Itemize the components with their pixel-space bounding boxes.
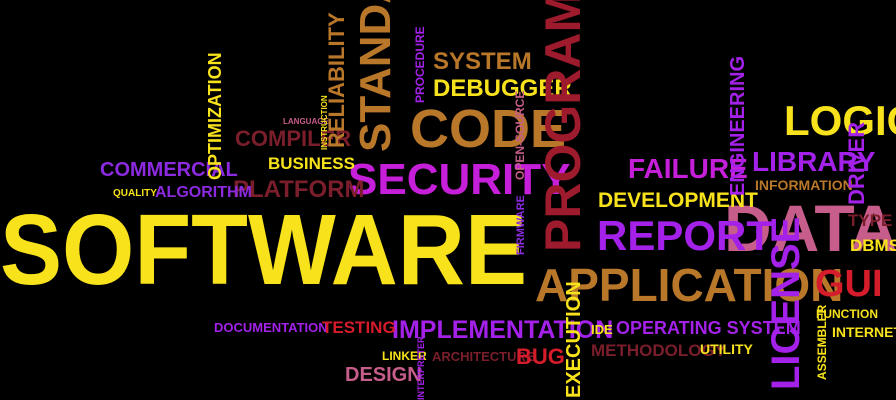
word-ide: IDE (591, 322, 613, 337)
word-procedure: PROCEDURE (413, 26, 427, 103)
word-firmware: FIRMWARE (515, 195, 527, 255)
word-system: SYSTEM (433, 48, 532, 75)
word-library: LIBRARY (752, 146, 876, 177)
word-assembler: ASSEMBLER (815, 304, 829, 380)
word-quality: QUALITY (113, 188, 157, 199)
word-documentation: DOCUMENTATION (214, 320, 328, 335)
word-optimization: OPTIMIZATION (205, 52, 225, 180)
word-design: DESIGN (345, 364, 422, 386)
word-development: DEVELOPMENT (598, 189, 758, 212)
word-logic: LOGIC (784, 97, 896, 144)
word-algorithm: ALGORITHM (155, 184, 252, 201)
word-interpreter: INTERPRETER (416, 336, 426, 400)
word-license: LICENSE (764, 216, 808, 390)
word-security: SECURITY (348, 155, 571, 204)
word-type: TYPE (848, 211, 893, 230)
word-program: PROGRAM (535, 0, 591, 252)
word-software: SOFTWARE (0, 194, 527, 306)
word-function: FUNCTION (816, 307, 878, 321)
word-code: CODE (410, 99, 567, 159)
word-internet: INTERNET (832, 324, 896, 340)
word-compiler: COMPILER (235, 126, 352, 151)
word-implementation: IMPLEMENTATION (392, 316, 614, 344)
word-engineering: ENGINEERING (727, 55, 749, 196)
word-open-source: OPEN-SOURCE (513, 90, 527, 180)
word-dbms: DBMS (850, 236, 896, 255)
word-platform: PLATFORM (233, 176, 365, 203)
word-operating-system: OPERATING SYSTEM (616, 318, 801, 338)
word-execution: EXECUTION (563, 281, 585, 398)
word-driver: DRIVER (844, 121, 869, 205)
word-testing: TESTING (322, 318, 396, 337)
word-utility: UTILITY (700, 341, 753, 357)
word-gui: GUI (815, 263, 883, 305)
word-bug: BUG (516, 344, 565, 369)
word-commercial: COMMERCIAL (100, 159, 238, 181)
word-reliability: RELIABILITY (324, 12, 349, 148)
word-debugger: DEBUGGER (433, 75, 572, 102)
word-application: APPLICATION (535, 259, 844, 311)
word-methodology: METHODOLOGY (591, 341, 727, 360)
word-failure: FAILURE (628, 153, 748, 184)
word-architecture: ARCHITECTURE (432, 349, 535, 364)
word-language: LANGUAGE (283, 117, 329, 126)
word-information: INFORMATION (755, 177, 853, 193)
word-linker: LINKER (382, 349, 427, 363)
word-report: REPORT (597, 212, 773, 259)
word-business: BUSINESS (268, 154, 355, 173)
word-standard: STANDARD (351, 0, 400, 152)
word-data: DATA (724, 191, 896, 265)
